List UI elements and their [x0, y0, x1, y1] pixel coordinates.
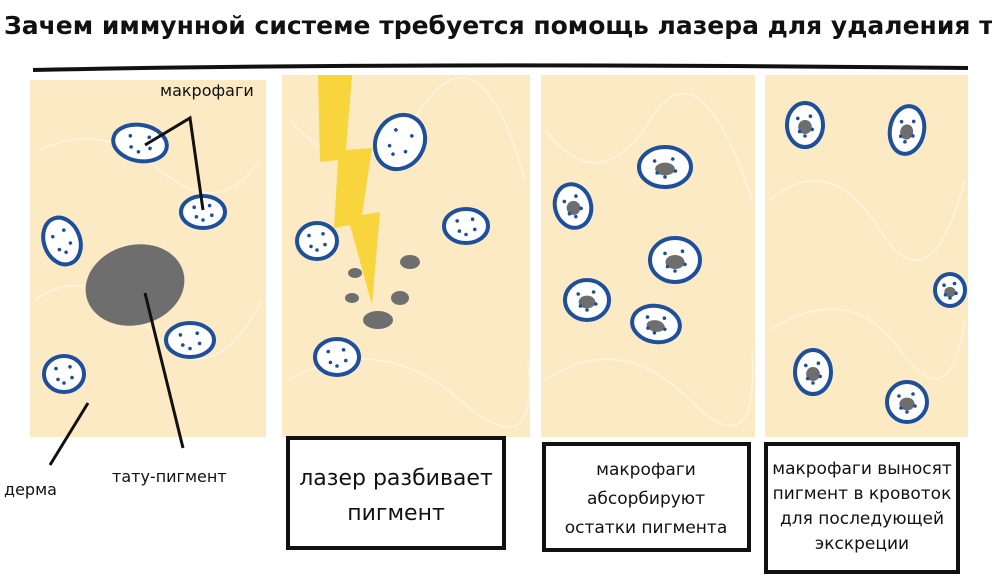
caption-4-line: макрофаги выносят [772, 459, 952, 479]
dermis-pointer [48, 402, 90, 466]
caption-4-line: экскреции [815, 534, 909, 554]
absorbed-pigment [899, 397, 915, 411]
dermis-background [541, 75, 755, 437]
macrophage-cell [630, 303, 682, 345]
dermis-fibers [34, 77, 966, 428]
caption-box-3 [542, 442, 751, 552]
absorbed-pigment [665, 254, 685, 270]
absorbed-pigment [900, 124, 914, 140]
macrophage-cell [885, 380, 929, 424]
macrophage-cell [933, 272, 967, 308]
macrophage-cell [313, 337, 361, 377]
pigment-fragments [345, 255, 420, 329]
absorbed-pigment [646, 320, 665, 332]
macrophage-cell [648, 236, 702, 284]
caption-2-line: лазер разбивает [299, 466, 493, 491]
macrophage-cell [41, 215, 83, 267]
macrophages-label: макрофаги [160, 81, 254, 100]
tattoo-pigment-label: тату-пигмент [112, 467, 227, 486]
macrophage-cell [111, 122, 169, 164]
macrophage-cell [164, 321, 216, 359]
macrophage-cell [372, 112, 428, 172]
caption-3-line: остатки пигмента [565, 518, 728, 538]
macrophage-cell [295, 221, 339, 261]
absorbed-pigment [798, 119, 812, 135]
macrophage-cell [637, 145, 693, 189]
macrophage-cell [552, 182, 594, 230]
macrophages-pointer [144, 115, 205, 211]
macrophage-cell [785, 101, 825, 149]
laser-bolt-icon [318, 75, 380, 305]
panel-3 [541, 75, 755, 437]
macrophage-cell [887, 104, 927, 156]
caption-4-line: пигмент в кровоток [773, 484, 952, 504]
absorbed-pigment [578, 295, 596, 309]
title-underline [32, 63, 969, 72]
caption-3-line: абсорбируют [587, 489, 705, 509]
caption-3-line: макрофаги [596, 460, 696, 480]
macrophage-cell [42, 354, 86, 394]
absorbed-pigment [806, 366, 820, 382]
macrophages [41, 101, 967, 424]
caption-4-line: для последующей [780, 509, 944, 529]
caption-2-line: пигмент [347, 501, 445, 526]
macrophage-cell [793, 348, 833, 396]
absorbed-pigment [655, 162, 675, 176]
caption-box-4 [764, 442, 960, 574]
macrophage-cell [442, 207, 490, 245]
caption-box-2 [286, 436, 506, 550]
pigment-pointer [143, 292, 185, 449]
tattoo-pigment-blob [85, 244, 185, 326]
dermis-label: дерма [4, 480, 57, 499]
macrophage-cell [563, 278, 611, 322]
diagram-title: Зачем иммунной системе требуется помощь … [4, 11, 992, 40]
absorbed-pigment [566, 200, 581, 215]
macrophage-cell [179, 194, 227, 230]
